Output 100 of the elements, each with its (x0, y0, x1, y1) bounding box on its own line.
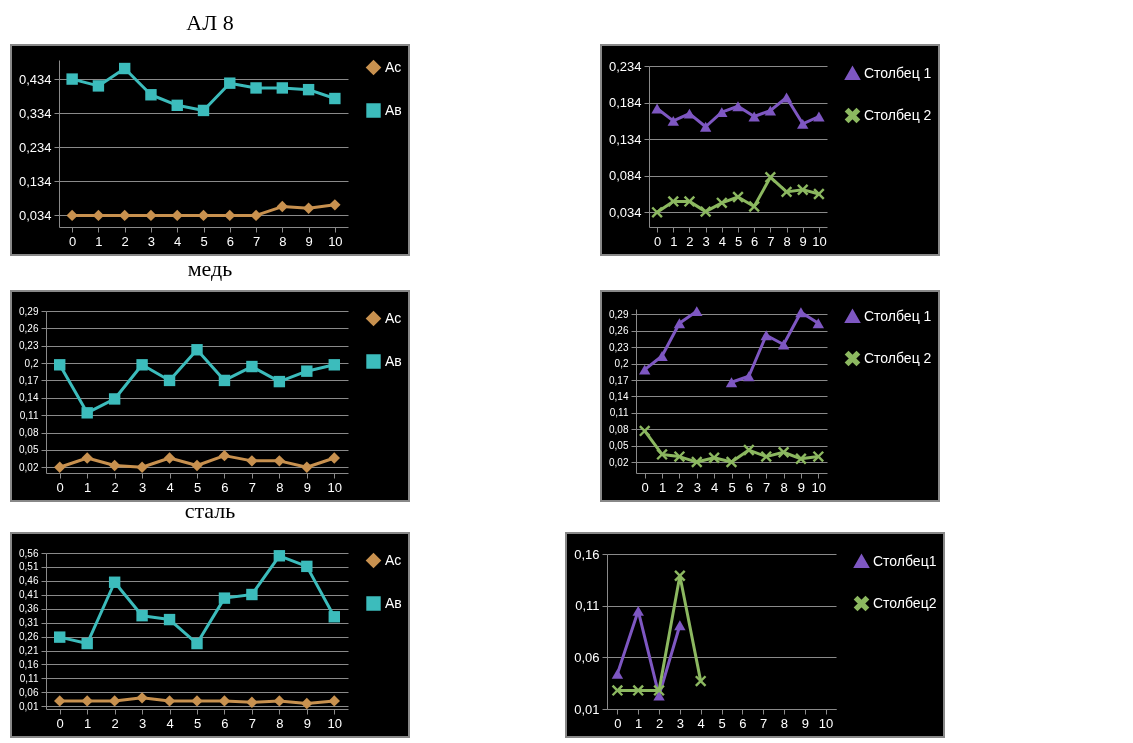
point (81, 637, 93, 650)
point (224, 77, 236, 89)
point (218, 374, 231, 387)
x-tick-label: 4 (711, 479, 719, 495)
x-tick-label: 9 (305, 233, 313, 249)
x-tick-label: 6 (745, 479, 753, 495)
point (81, 407, 93, 419)
y-tick-label: 0,234 (18, 139, 52, 155)
y-tick-label: 0,14 (19, 392, 39, 404)
y-tick-label: 0,034 (18, 207, 52, 223)
point (611, 668, 624, 679)
point (301, 560, 313, 573)
y-tick-label: 0,084 (608, 168, 642, 184)
chart-title: АЛ 8 (185, 10, 235, 36)
x-tick-label: 1 (84, 479, 92, 495)
point (748, 200, 760, 213)
x-tick-label: 1 (635, 715, 643, 731)
point (328, 452, 340, 464)
y-tick-label: 0,26 (19, 631, 39, 643)
point (329, 199, 341, 211)
point (667, 115, 679, 126)
y-tick-label: 0,2 (614, 358, 629, 370)
point (699, 121, 712, 132)
point (732, 101, 744, 112)
x-tick-label: 10 (812, 233, 827, 249)
point (301, 365, 313, 377)
y-tick-label: 0,02 (19, 461, 39, 473)
x-tick-label: 3 (147, 233, 156, 249)
point (118, 62, 131, 75)
legend-label: Ав (385, 101, 402, 118)
point (276, 82, 289, 94)
point (674, 620, 686, 631)
point (329, 92, 341, 105)
x-tick-label: 3 (676, 715, 684, 731)
y-tick-label: 0,17 (609, 374, 629, 386)
x-tick-label: 8 (780, 479, 788, 495)
y-tick-label: 0,034 (608, 204, 642, 220)
x-tick-label: 6 (221, 479, 229, 495)
x-tick-label: 3 (702, 233, 710, 249)
y-tick-label: 0,17 (19, 374, 39, 386)
point (246, 588, 258, 601)
x-tick-label: 10 (327, 715, 343, 731)
y-tick-label: 0,36 (19, 603, 39, 615)
x-tick-label: 8 (276, 479, 284, 495)
y-tick-label: 0,29 (19, 305, 39, 317)
x-tick-label: 0 (56, 479, 64, 495)
point (136, 609, 148, 622)
point (136, 692, 148, 704)
legend-label: Столбец 2 (864, 349, 932, 366)
y-tick-label: 0,26 (609, 325, 629, 337)
point (725, 377, 738, 388)
x-tick-label: 8 (780, 715, 789, 731)
y-tick-label: 0,11 (609, 407, 629, 419)
point (795, 307, 807, 318)
point (246, 696, 258, 709)
point (66, 73, 78, 85)
x-tick-label: 9 (303, 479, 311, 495)
point (716, 107, 728, 118)
point (191, 695, 203, 707)
x-tick-label: 6 (751, 233, 759, 249)
point (301, 697, 313, 710)
x-tick-label: 5 (200, 233, 208, 249)
x-tick-label: 1 (670, 233, 678, 249)
point (725, 456, 738, 468)
y-tick-label: 0,51 (19, 561, 39, 573)
x-tick-label: 7 (760, 715, 768, 731)
point (136, 461, 148, 473)
x-tick-label: 4 (166, 715, 174, 731)
y-tick-label: 0,434 (18, 71, 52, 87)
y-tick-label: 0,14 (609, 390, 629, 402)
y-tick-label: 0,16 (574, 546, 600, 562)
x-tick-label: 10 (811, 479, 827, 495)
point (136, 359, 148, 371)
legend-label: Ас (385, 309, 402, 326)
point (716, 197, 728, 209)
legend-label: Столбец2 (873, 594, 937, 611)
point (108, 393, 121, 405)
y-tick-label: 0,05 (609, 440, 629, 452)
x-tick-label: 8 (276, 715, 284, 731)
y-tick-label: 0,23 (19, 340, 39, 352)
point (163, 374, 176, 387)
point (813, 111, 825, 122)
legend-label: Ас (385, 58, 402, 75)
point (777, 446, 790, 458)
point (328, 359, 340, 371)
x-tick-label: 4 (697, 715, 705, 731)
point (797, 183, 809, 196)
x-tick-label: 0 (56, 715, 64, 731)
x-tick-label: 3 (138, 479, 147, 495)
y-tick-label: 0,01 (574, 701, 600, 717)
point (163, 452, 176, 464)
point (632, 684, 644, 697)
x-tick-label: 1 (658, 479, 667, 495)
x-tick-label: 5 (193, 715, 202, 731)
point (748, 111, 760, 122)
point (301, 461, 313, 473)
x-tick-label: 7 (763, 479, 771, 495)
y-tick-label: 0,2 (24, 357, 39, 369)
y-tick-label: 0,26 (19, 322, 39, 334)
point (764, 171, 777, 183)
